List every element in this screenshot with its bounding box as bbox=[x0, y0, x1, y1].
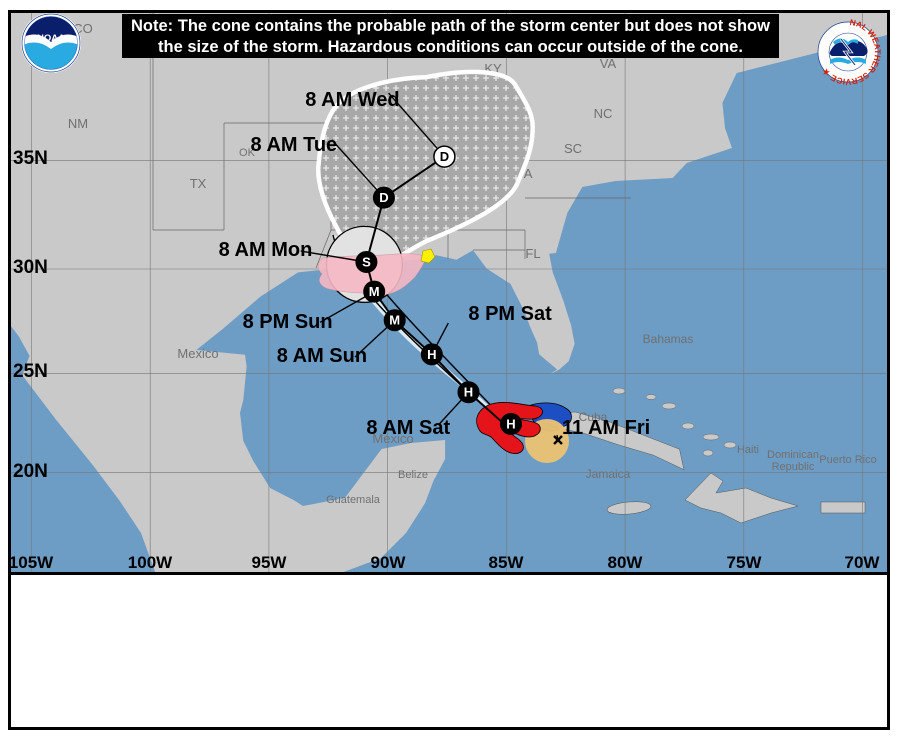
svg-text:Belize: Belize bbox=[398, 469, 428, 481]
svg-text:D: D bbox=[440, 149, 449, 164]
svg-text:Republic: Republic bbox=[772, 461, 815, 473]
svg-text:75W: 75W bbox=[727, 553, 763, 572]
svg-text:FL: FL bbox=[525, 246, 540, 261]
svg-text:Puerto Rico: Puerto Rico bbox=[819, 454, 876, 466]
svg-text:95W: 95W bbox=[252, 553, 288, 572]
svg-text:80W: 80W bbox=[608, 553, 644, 572]
svg-text:NC: NC bbox=[594, 106, 613, 121]
svg-text:TX: TX bbox=[190, 176, 207, 191]
svg-text:85W: 85W bbox=[489, 553, 525, 572]
svg-text:D: D bbox=[379, 190, 388, 205]
svg-text:25N: 25N bbox=[13, 361, 48, 382]
svg-text:105W: 105W bbox=[11, 553, 54, 572]
svg-text:8 AM Mon: 8 AM Mon bbox=[219, 239, 313, 261]
svg-text:M: M bbox=[369, 284, 380, 299]
svg-text:8 AM Sun: 8 AM Sun bbox=[277, 345, 367, 367]
svg-text:Haiti: Haiti bbox=[737, 444, 759, 456]
svg-text:Mexico: Mexico bbox=[177, 346, 218, 361]
svg-text:20N: 20N bbox=[13, 461, 48, 482]
svg-text:8 AM Wed: 8 AM Wed bbox=[305, 89, 399, 111]
svg-text:NOAA: NOAA bbox=[37, 33, 65, 44]
svg-text:100W: 100W bbox=[128, 553, 173, 572]
svg-text:30N: 30N bbox=[13, 257, 48, 278]
svg-text:H: H bbox=[506, 416, 515, 431]
svg-text:VA: VA bbox=[600, 56, 617, 71]
svg-text:8 AM Sat: 8 AM Sat bbox=[366, 417, 450, 439]
svg-text:Guatemala: Guatemala bbox=[326, 494, 381, 506]
svg-text:90W: 90W bbox=[371, 553, 407, 572]
svg-text:NM: NM bbox=[68, 116, 88, 131]
svg-text:H: H bbox=[464, 385, 473, 400]
svg-text:11 AM Fri: 11 AM Fri bbox=[562, 417, 650, 439]
svg-text:S: S bbox=[362, 254, 371, 269]
svg-text:H: H bbox=[427, 347, 436, 362]
svg-text:M: M bbox=[389, 313, 400, 328]
svg-text:Jamaica: Jamaica bbox=[586, 467, 631, 481]
svg-text:8 PM Sun: 8 PM Sun bbox=[243, 311, 333, 333]
svg-text:SC: SC bbox=[564, 141, 582, 156]
svg-text:70W: 70W bbox=[845, 553, 881, 572]
svg-text:Dominican: Dominican bbox=[767, 449, 819, 461]
svg-text:35N: 35N bbox=[13, 148, 48, 169]
svg-text:Bahamas: Bahamas bbox=[643, 332, 694, 346]
svg-text:8 AM Tue: 8 AM Tue bbox=[251, 134, 338, 156]
svg-text:8 PM Sat: 8 PM Sat bbox=[468, 303, 552, 325]
